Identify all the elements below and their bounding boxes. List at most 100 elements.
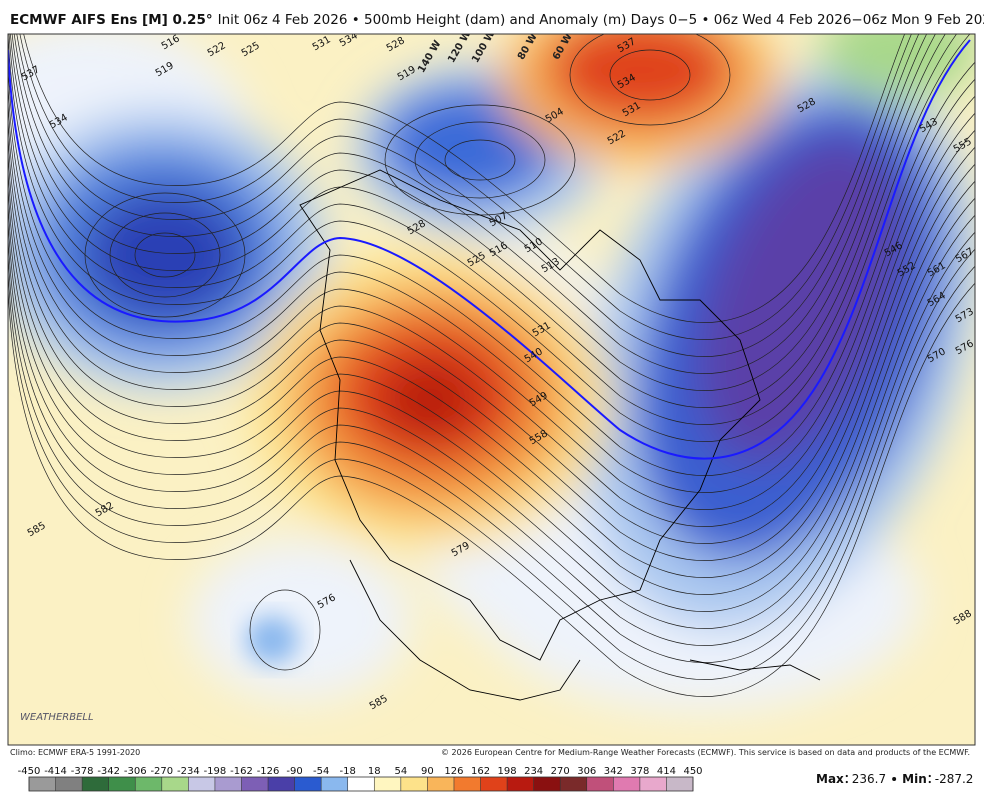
colorbar-tick-label: 414 xyxy=(657,766,676,777)
contour-line xyxy=(8,163,975,578)
map-frame xyxy=(7,33,976,746)
colorbar-tick-label: -126 xyxy=(257,766,280,777)
colorbar-segment xyxy=(586,777,614,791)
coastline xyxy=(689,659,821,681)
colorbar-segment xyxy=(453,777,481,791)
colorbar-segment xyxy=(268,777,295,791)
contour-line xyxy=(8,146,975,561)
colorbar-tick-label: -270 xyxy=(150,766,173,777)
colorbar-segment xyxy=(639,777,667,791)
colorbar-tick-label: 306 xyxy=(577,766,596,777)
stat-label: Min xyxy=(902,772,927,786)
colorbar-segment xyxy=(613,777,640,791)
contour-line xyxy=(8,34,957,425)
colorbar-segment xyxy=(427,777,454,791)
colon-dot xyxy=(845,774,848,778)
contour-line xyxy=(444,139,516,181)
colorbar: -450 -414 -378 -342 -306 -270 -234 -198 -162 -126… xyxy=(18,766,703,792)
colon-dot xyxy=(928,780,931,784)
colorbar-segment xyxy=(294,777,322,791)
contour-line xyxy=(609,49,691,101)
colorbar-segment xyxy=(560,777,587,791)
colorbar-segment xyxy=(374,777,401,791)
subtitle: Init 06z 4 Feb 2026 • 500mb Height (dam)… xyxy=(217,12,984,28)
contour-line xyxy=(23,34,906,323)
colorbar-segment xyxy=(135,777,162,791)
contour-540 xyxy=(8,39,971,460)
colorbar-tick-label: 270 xyxy=(551,766,570,777)
colorbar-segment xyxy=(241,777,269,791)
contour-line xyxy=(8,112,975,527)
colorbar-segment xyxy=(161,777,189,791)
header: ECMWF AIFS Ens [M] 0.25° Init 06z 4 Feb 2… xyxy=(10,12,984,28)
colorbar-tick-label: 126 xyxy=(444,766,463,777)
colon-dot xyxy=(928,774,931,778)
colorbar-segment xyxy=(533,777,561,791)
colorbar-tick-label: -450 xyxy=(18,766,41,777)
contour-line xyxy=(8,129,975,544)
colon-dot xyxy=(845,780,848,784)
coastline xyxy=(349,559,581,701)
contour-line xyxy=(8,78,975,493)
contour-line xyxy=(8,282,975,697)
contour-line xyxy=(8,231,975,646)
colorbar-segment xyxy=(188,777,215,791)
colorbar-tick-label: -90 xyxy=(286,766,302,777)
contour-line xyxy=(13,34,928,374)
colorbar-segment xyxy=(55,777,83,791)
contour-line xyxy=(16,34,920,357)
anomaly-blob xyxy=(246,616,298,664)
separator-dot xyxy=(892,777,897,781)
colorbar-tick-label: 90 xyxy=(421,766,434,777)
colorbar-tick-label: 18 xyxy=(368,766,381,777)
colorbar-segment xyxy=(108,777,136,791)
colorbar-tick-label: -18 xyxy=(340,766,356,777)
colorbar-segment xyxy=(480,777,508,791)
title: ECMWF AIFS Ens [M] 0.25° xyxy=(10,12,213,28)
contour-line xyxy=(109,212,221,298)
colorbar-segment xyxy=(347,777,375,791)
contour-line xyxy=(8,197,975,612)
logo: WEATHERBELL xyxy=(20,712,94,723)
stats: Max 236.7 Min -287.2 xyxy=(816,772,973,786)
colorbar-tick-label: -234 xyxy=(177,766,200,777)
copyright: © 2026 European Centre for Medium-Range … xyxy=(441,748,970,757)
contour-line xyxy=(8,180,975,595)
colorbar-segment xyxy=(29,777,56,791)
stat-label: Max xyxy=(816,772,844,786)
contour-line xyxy=(8,34,971,442)
stat-value: -287.2 xyxy=(935,772,974,786)
contour-line xyxy=(569,34,731,126)
colorbar-segment xyxy=(400,777,428,791)
colorbar-tick-label: -198 xyxy=(204,766,227,777)
colorbar-segment xyxy=(82,777,109,791)
contour-line xyxy=(84,192,246,318)
colorbar-segment xyxy=(321,777,348,791)
colorbar-tick-label: 234 xyxy=(524,766,543,777)
colorbar-tick-label: 54 xyxy=(394,766,407,777)
colorbar-segment xyxy=(507,777,534,791)
contour-line xyxy=(11,34,936,391)
anomaly-field xyxy=(8,34,975,710)
contour-line xyxy=(19,34,912,340)
contour-line xyxy=(8,61,975,476)
colorbar-tick-label: 378 xyxy=(630,766,649,777)
colorbar-tick-label: 198 xyxy=(498,766,517,777)
contour-line xyxy=(8,214,975,629)
colorbar-tick-label: -414 xyxy=(44,766,67,777)
colorbar-tick-label: -54 xyxy=(313,766,329,777)
height-contours xyxy=(8,34,975,697)
coastline xyxy=(299,169,761,661)
colorbar-tick-label: -162 xyxy=(230,766,253,777)
colorbar-tick-label: 162 xyxy=(471,766,490,777)
colorbar-tick-label: 450 xyxy=(683,766,702,777)
contour-line xyxy=(8,265,975,680)
climo-note: Climo: ECMWF ERA-5 1991-2020 xyxy=(10,748,140,757)
contour-line xyxy=(8,248,975,663)
stat-value: 236.7 xyxy=(852,772,886,786)
contour-line xyxy=(414,121,546,199)
colorbar-tick-label: -378 xyxy=(71,766,94,777)
